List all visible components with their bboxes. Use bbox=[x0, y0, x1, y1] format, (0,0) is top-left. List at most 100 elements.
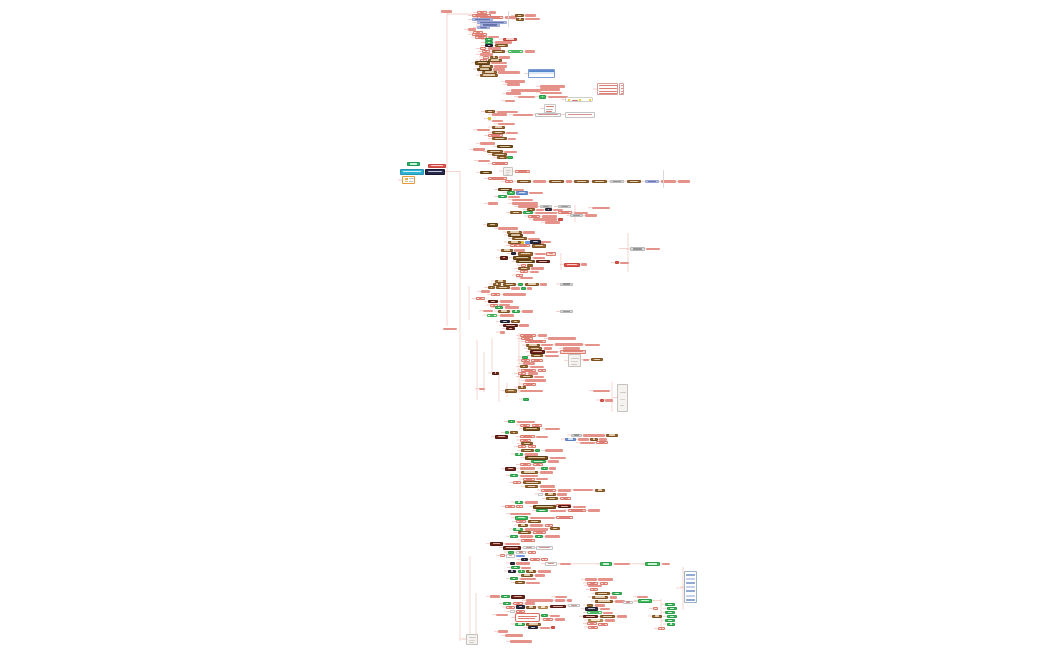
mindmap-node[interactable] bbox=[497, 156, 507, 159]
mindmap-node[interactable] bbox=[516, 520, 526, 523]
mindmap-node[interactable] bbox=[516, 505, 523, 508]
mindmap-node[interactable] bbox=[646, 247, 660, 250]
mindmap-node[interactable] bbox=[541, 558, 548, 561]
mindmap-node[interactable] bbox=[510, 431, 518, 434]
mindmap-node[interactable] bbox=[516, 244, 530, 247]
mindmap-node[interactable] bbox=[542, 215, 557, 218]
mindmap-node[interactable] bbox=[498, 195, 507, 198]
mindmap-node[interactable] bbox=[598, 622, 608, 626]
mindmap-node[interactable] bbox=[600, 615, 615, 618]
mindmap-node[interactable] bbox=[564, 262, 580, 267]
mindmap-node[interactable] bbox=[627, 179, 641, 183]
mindmap-node[interactable] bbox=[532, 423, 542, 427]
mindmap-node[interactable] bbox=[488, 286, 495, 289]
mindmap-node[interactable] bbox=[533, 463, 543, 466]
mindmap-node[interactable] bbox=[534, 375, 544, 378]
mindmap-node[interactable] bbox=[515, 14, 524, 17]
mindmap-node[interactable] bbox=[523, 211, 533, 214]
mindmap-node[interactable] bbox=[517, 420, 535, 423]
mindmap-node[interactable] bbox=[551, 626, 555, 629]
table-attachment[interactable] bbox=[528, 69, 555, 78]
legend-box[interactable] bbox=[402, 176, 415, 184]
mindmap-node[interactable] bbox=[511, 566, 520, 569]
mindmap-node[interactable] bbox=[520, 577, 536, 580]
mindmap-node[interactable] bbox=[503, 37, 517, 41]
mindmap-node[interactable] bbox=[516, 610, 525, 613]
mindmap-node[interactable] bbox=[485, 41, 493, 44]
mindmap-node[interactable] bbox=[516, 273, 523, 277]
mindmap-node[interactable] bbox=[555, 343, 583, 346]
mindmap-node[interactable] bbox=[504, 150, 517, 153]
mindmap-node[interactable] bbox=[441, 10, 452, 13]
mindmap-node[interactable] bbox=[510, 610, 515, 613]
mindmap-node[interactable] bbox=[638, 598, 652, 603]
mindmap-node[interactable] bbox=[505, 389, 517, 393]
mindmap-node[interactable] bbox=[513, 602, 523, 605]
mindmap-node[interactable] bbox=[570, 213, 583, 217]
mindmap-node[interactable] bbox=[510, 474, 518, 477]
mindmap-node[interactable] bbox=[550, 509, 566, 512]
mindmap-node[interactable] bbox=[523, 382, 536, 386]
mindmap-node[interactable] bbox=[488, 134, 503, 137]
mindmap-node[interactable] bbox=[545, 449, 563, 452]
mindmap-node[interactable] bbox=[525, 484, 538, 488]
mindmap-node[interactable] bbox=[538, 368, 546, 372]
mindmap-node[interactable] bbox=[495, 41, 512, 44]
mindmap-node[interactable] bbox=[557, 493, 567, 496]
mindmap-node[interactable] bbox=[667, 614, 677, 618]
mindmap-node[interactable] bbox=[667, 606, 677, 610]
mindmap-node[interactable] bbox=[536, 259, 550, 263]
mindmap-node[interactable] bbox=[600, 581, 608, 585]
note-callout-box[interactable] bbox=[515, 613, 540, 622]
mindmap-node[interactable] bbox=[482, 50, 490, 53]
mindmap-node[interactable] bbox=[578, 438, 589, 441]
mindmap-node[interactable] bbox=[522, 355, 528, 359]
mindmap-node[interactable] bbox=[565, 111, 595, 118]
mindmap-node[interactable] bbox=[505, 467, 516, 471]
mindmap-node[interactable] bbox=[481, 290, 490, 293]
mindmap-node[interactable] bbox=[536, 477, 548, 480]
mindmap-node[interactable] bbox=[583, 614, 598, 618]
mindmap-node[interactable] bbox=[485, 38, 493, 41]
mindmap-node[interactable] bbox=[475, 35, 487, 39]
mindmap-node[interactable] bbox=[528, 237, 540, 240]
mindmap-node[interactable] bbox=[520, 438, 531, 442]
mindmap-node[interactable] bbox=[543, 617, 553, 621]
mindmap-node[interactable] bbox=[516, 605, 525, 609]
mindmap-node[interactable] bbox=[490, 595, 500, 598]
mindmap-node[interactable] bbox=[512, 237, 527, 240]
mindmap-node[interactable] bbox=[560, 497, 571, 500]
mindmap-node[interactable] bbox=[630, 247, 645, 251]
mindmap-node[interactable] bbox=[516, 554, 525, 557]
mindmap-node[interactable] bbox=[503, 293, 526, 296]
mindmap-node[interactable] bbox=[477, 67, 492, 71]
mindmap-node[interactable] bbox=[535, 112, 561, 117]
mindmap-node[interactable] bbox=[506, 554, 515, 558]
table-attachment[interactable] bbox=[597, 83, 618, 95]
mindmap-node[interactable] bbox=[516, 562, 530, 565]
mindmap-node[interactable] bbox=[508, 420, 515, 423]
mindmap-node[interactable] bbox=[505, 99, 515, 102]
root-topic-node[interactable] bbox=[424, 168, 445, 175]
mindmap-node[interactable] bbox=[555, 599, 565, 602]
mindmap-node[interactable] bbox=[493, 68, 505, 71]
mindmap-node[interactable] bbox=[662, 562, 670, 565]
mindmap-node[interactable] bbox=[615, 261, 619, 264]
mindmap-node[interactable] bbox=[535, 534, 543, 538]
mindmap-node[interactable] bbox=[553, 208, 563, 211]
mindmap-node[interactable] bbox=[518, 95, 535, 98]
mindmap-node[interactable] bbox=[560, 562, 571, 565]
mindmap-node[interactable] bbox=[498, 227, 518, 230]
mindmap-node[interactable] bbox=[521, 566, 531, 569]
mindmap-node[interactable] bbox=[510, 561, 515, 565]
mindmap-node[interactable] bbox=[612, 591, 622, 595]
mindmap-node[interactable] bbox=[530, 240, 541, 244]
mindmap-node[interactable] bbox=[580, 441, 595, 444]
mindmap-node[interactable] bbox=[488, 35, 499, 38]
mindmap-node[interactable] bbox=[505, 16, 517, 19]
mindmap-node[interactable] bbox=[492, 113, 507, 116]
mindmap-node[interactable] bbox=[512, 202, 538, 205]
mindmap-node[interactable] bbox=[518, 385, 526, 389]
mindmap-node[interactable] bbox=[518, 205, 538, 208]
